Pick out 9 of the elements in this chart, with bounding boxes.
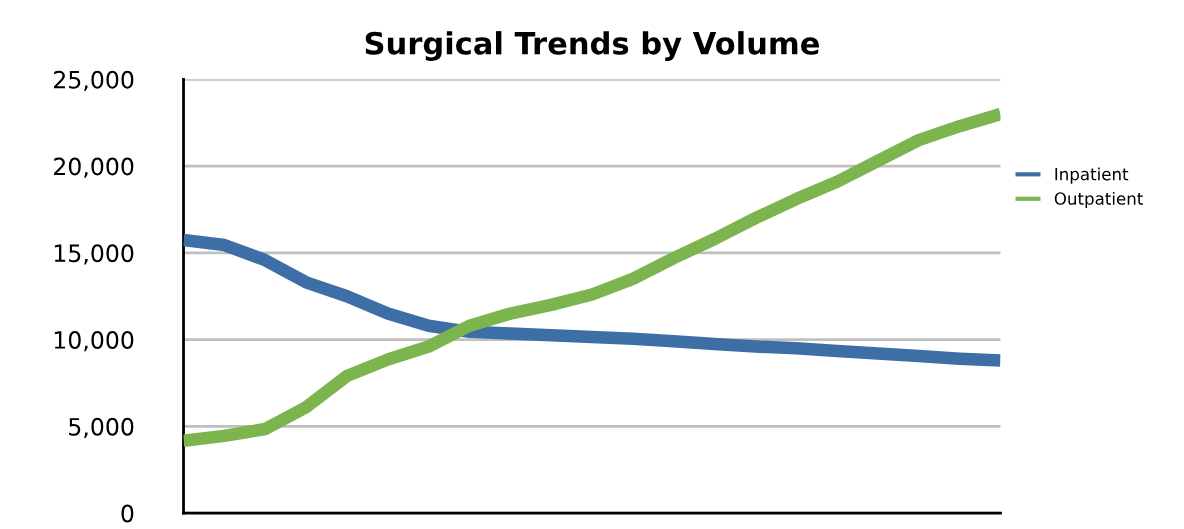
legend-label: Outpatient [1054,191,1143,209]
chart-title: Surgical Trends by Volume [365,31,819,61]
y-tick-label: 0 [121,504,134,523]
y-tick-label: 5,000 [69,417,134,439]
y-tick-label: 20,000 [54,157,134,178]
y-tick-label: 15,000 [54,244,134,265]
legend-label: Inpatient [1055,167,1129,184]
y-tick-label: 10,000 [54,331,134,352]
y-tick-label: 25,000 [54,70,134,92]
